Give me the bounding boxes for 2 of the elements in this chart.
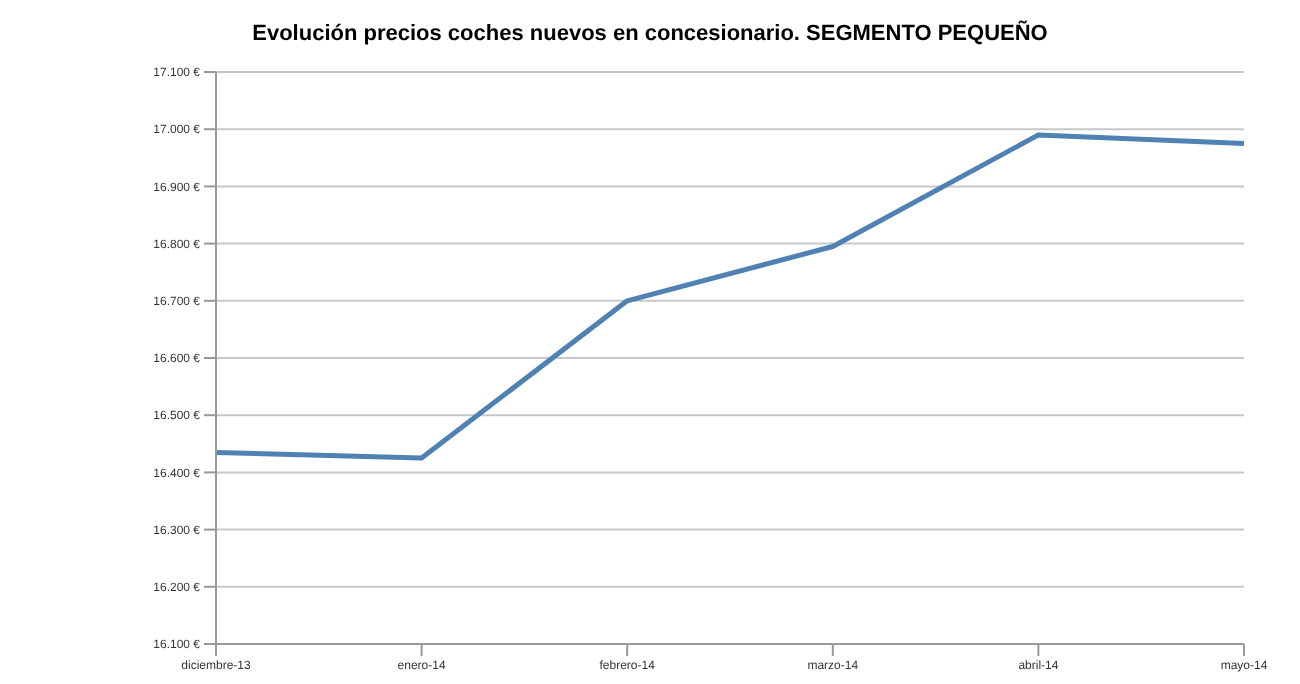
chart-title: Evolución precios coches nuevos en concesionario. SEGMENTO PEQUEÑO bbox=[250, 18, 1050, 50]
line-series bbox=[213, 132, 1247, 461]
